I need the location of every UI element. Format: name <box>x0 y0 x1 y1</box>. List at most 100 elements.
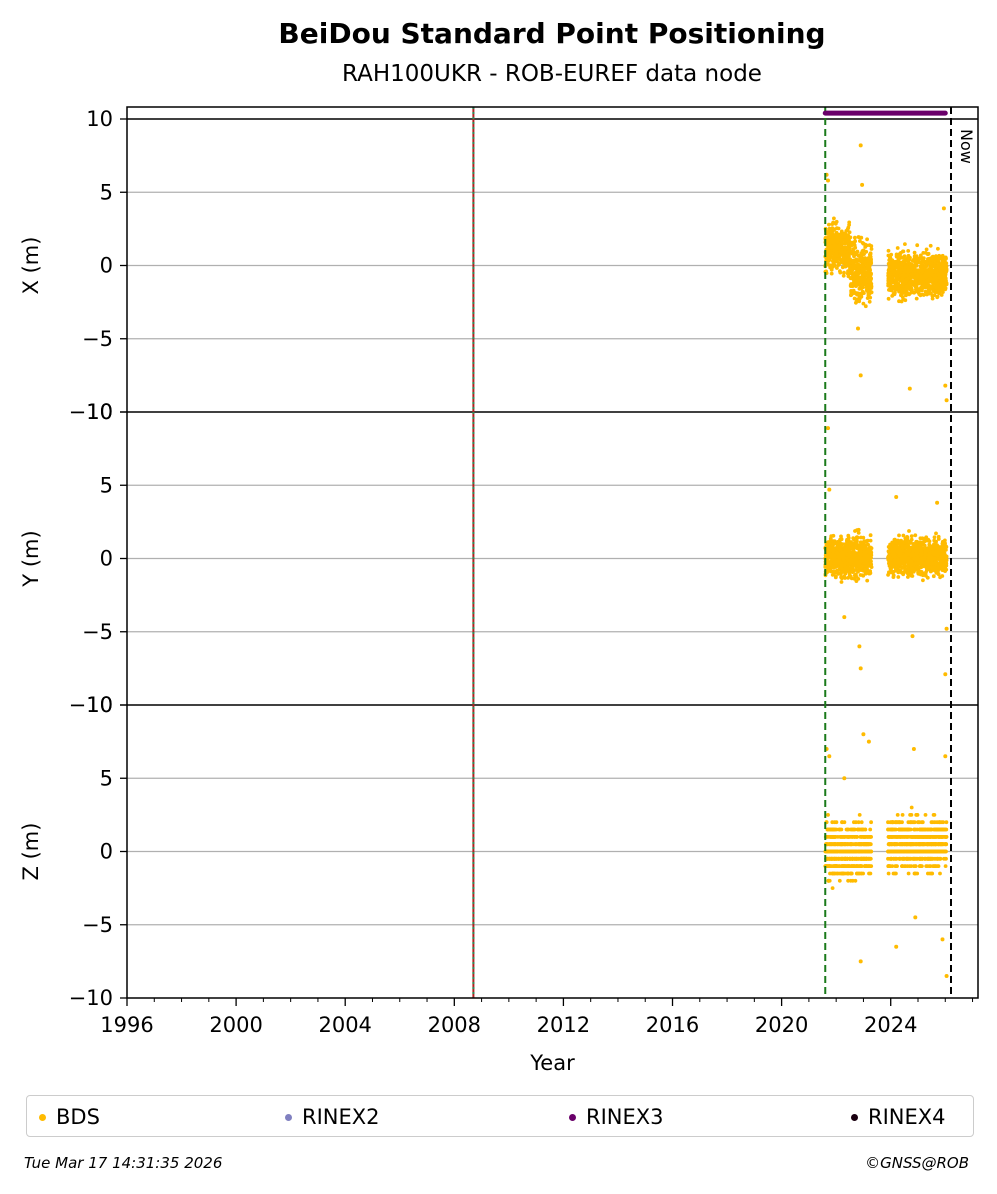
data-point <box>861 301 866 306</box>
data-point <box>923 813 928 817</box>
data-point <box>867 273 871 277</box>
data-point <box>842 820 847 825</box>
data-point <box>893 287 898 292</box>
data-point <box>889 275 894 280</box>
data-point <box>912 871 917 876</box>
legend-item-rinex4: RINEX4 <box>851 1096 946 1138</box>
data-point <box>896 259 900 263</box>
data-point <box>915 243 920 248</box>
data-point <box>899 553 903 558</box>
data-point <box>835 842 840 847</box>
data-point <box>920 820 925 825</box>
data-point <box>914 296 919 301</box>
y-axis-label: X (m) <box>19 237 43 295</box>
data-point <box>891 284 896 289</box>
data-point <box>896 575 901 579</box>
data-point <box>846 878 850 883</box>
data-point <box>850 878 855 883</box>
data-point <box>934 269 939 274</box>
data-point <box>920 281 925 285</box>
data-point <box>843 576 847 580</box>
data-point <box>941 820 946 825</box>
data-point <box>937 849 942 854</box>
data-point <box>849 576 854 581</box>
data-point <box>909 813 914 817</box>
data-point <box>888 288 893 292</box>
data-point <box>943 864 948 868</box>
data-point <box>922 561 927 566</box>
data-point <box>920 856 924 861</box>
data-point <box>858 256 862 261</box>
data-point <box>928 545 933 550</box>
data-point <box>912 835 916 839</box>
data-point <box>891 551 896 555</box>
y-tick-label: −5 <box>82 327 113 351</box>
outlier-point <box>940 937 945 942</box>
data-point <box>886 827 891 832</box>
data-point <box>830 827 835 832</box>
data-point <box>863 827 868 832</box>
data-point <box>922 555 927 560</box>
outlier-point <box>913 915 918 920</box>
data-point <box>852 250 856 255</box>
outlier-point <box>827 754 832 759</box>
data-point <box>928 827 933 832</box>
outlier-point <box>858 959 863 964</box>
legend-marker-bds <box>39 1113 46 1121</box>
outlier-point <box>842 615 847 620</box>
data-point <box>932 535 937 540</box>
data-point <box>847 573 852 578</box>
data-point <box>918 842 922 847</box>
data-point <box>863 568 868 572</box>
data-point <box>937 253 942 258</box>
data-point <box>930 273 935 277</box>
data-point <box>834 219 839 224</box>
data-point <box>944 561 949 566</box>
data-point <box>869 290 874 295</box>
outlier-point <box>826 426 830 431</box>
data-point <box>933 835 937 839</box>
footer-credit: ©GNSS@ROB <box>865 1154 969 1172</box>
data-point <box>827 856 832 861</box>
data-point <box>922 277 926 281</box>
legend-label-rinex4: RINEX4 <box>868 1105 946 1129</box>
data-point <box>892 262 897 266</box>
data-point <box>839 534 843 539</box>
legend-marker-rinex3 <box>569 1113 576 1121</box>
data-point <box>842 235 847 239</box>
data-point <box>862 864 867 868</box>
data-point <box>852 537 856 542</box>
outlier-point <box>858 143 863 148</box>
legend: BDS RINEX2 RINEX3 RINEX4 <box>26 1095 974 1137</box>
data-point <box>849 250 854 254</box>
data-point <box>890 864 895 868</box>
data-point <box>930 296 935 301</box>
legend-label-rinex3: RINEX3 <box>586 1105 664 1129</box>
data-point <box>832 565 837 569</box>
data-point <box>890 827 895 832</box>
data-point <box>861 263 865 268</box>
data-point <box>944 856 948 861</box>
data-point <box>918 864 923 868</box>
y-axis-label: Y (m) <box>19 530 43 587</box>
data-point <box>839 235 843 239</box>
data-point <box>913 284 918 289</box>
data-point <box>904 856 909 861</box>
data-point <box>939 256 943 261</box>
data-point <box>889 561 894 566</box>
data-point <box>856 254 861 258</box>
data-point <box>857 813 862 817</box>
data-point <box>830 222 835 227</box>
data-point <box>939 842 943 847</box>
data-point <box>846 562 850 567</box>
data-point <box>900 260 904 265</box>
data-point <box>934 531 938 536</box>
data-point <box>940 253 945 258</box>
data-point <box>860 291 864 296</box>
data-point <box>857 296 862 301</box>
data-point <box>909 562 914 567</box>
data-point <box>838 555 843 559</box>
data-point <box>826 561 830 565</box>
outlier-point <box>941 206 946 211</box>
data-point <box>826 543 831 548</box>
